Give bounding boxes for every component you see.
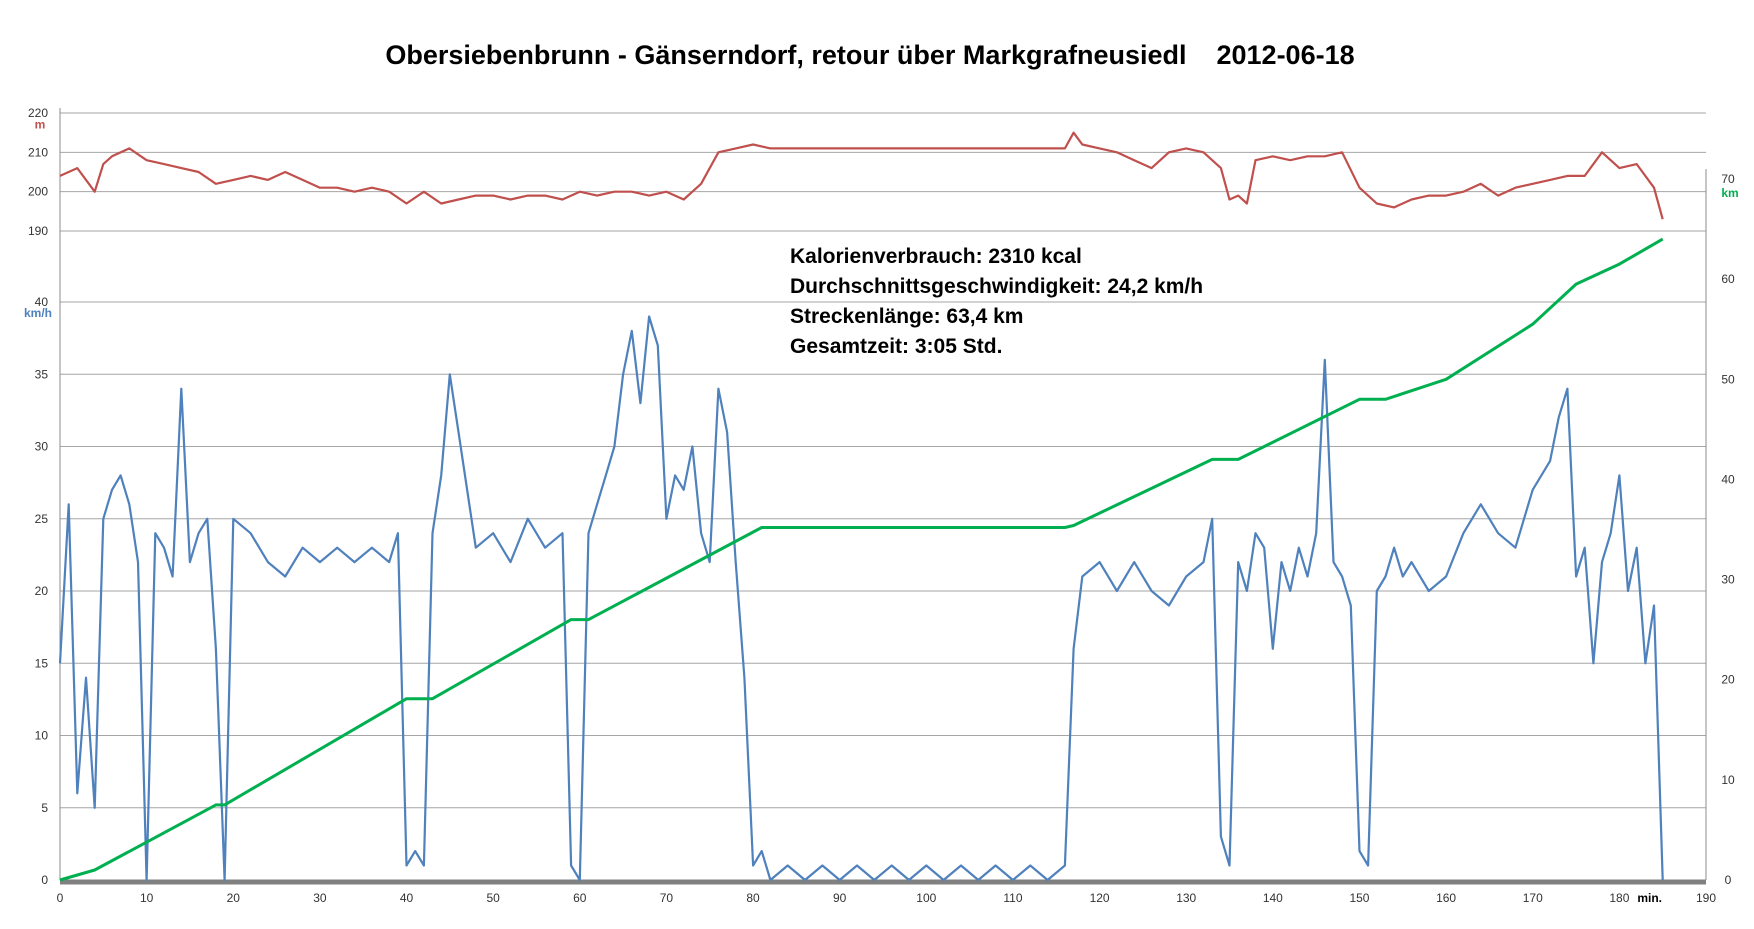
distance-axis-unit: km — [1721, 186, 1738, 200]
distance-tick-label: 10 — [1721, 773, 1735, 787]
x-tick-label: 160 — [1436, 891, 1456, 905]
x-tick-label: 130 — [1176, 891, 1196, 905]
distance-tick-label: 70 — [1721, 172, 1735, 186]
x-tick-label: 40 — [400, 891, 414, 905]
grid-lines — [60, 112, 1706, 809]
x-tick-label: 110 — [1003, 891, 1022, 905]
chart-title: Obersiebenbrunn - Gänserndorf, retour üb… — [385, 40, 1354, 70]
speed-tick-label: 25 — [35, 512, 49, 526]
speed-tick-label: 30 — [35, 440, 49, 454]
speed-tick-label: 15 — [35, 656, 49, 670]
speed-tick-label: 10 — [35, 729, 49, 743]
stats-line: Durchschnittsgeschwindigkeit: 24,2 km/h — [790, 275, 1203, 298]
x-tick-label: 140 — [1263, 891, 1283, 905]
distance-tick-label: 30 — [1721, 573, 1735, 587]
speed-tick-label: 40 — [35, 295, 49, 309]
stats-line: Gesamtzeit: 3:05 Std. — [790, 335, 1002, 358]
distance-tick-label: 0 — [1725, 873, 1732, 887]
x-tick-label: 30 — [313, 891, 327, 905]
speed-tick-label: 5 — [41, 801, 48, 815]
speed-series-line — [58, 315, 1664, 882]
elevation-tick-label: 200 — [28, 185, 48, 199]
stats-line: Kalorienverbrauch: 2310 kcal — [790, 245, 1082, 268]
x-tick-label: 60 — [573, 891, 587, 905]
x-tick-label: 0 — [57, 891, 64, 905]
distance-tick-label: 50 — [1721, 372, 1735, 386]
stats-annotation: Kalorienverbrauch: 2310 kcal Durchschnitt… — [790, 245, 1203, 358]
x-tick-label: 80 — [746, 891, 760, 905]
speed-tick-label: 0 — [41, 873, 48, 887]
stats-line: Streckenlänge: 63,4 km — [790, 305, 1023, 328]
x-tick-label: 20 — [227, 891, 241, 905]
x-tick-label: 150 — [1349, 891, 1369, 905]
x-tick-label: 170 — [1523, 891, 1543, 905]
distance-series-line — [59, 237, 1664, 882]
elevation-tick-label: 210 — [28, 145, 48, 159]
tick-labels: 0510152025303540190200210220010203040506… — [24, 106, 1739, 905]
elevation-tick-label: 220 — [28, 106, 48, 120]
distance-tick-label: 60 — [1721, 272, 1735, 286]
distance-tick-label: 20 — [1721, 673, 1735, 687]
x-tick-label: 120 — [1090, 891, 1110, 905]
x-axis-unit: min. — [1637, 891, 1662, 905]
elevation-series-line — [59, 131, 1664, 220]
x-tick-label: 70 — [660, 891, 674, 905]
x-tick-label: 90 — [833, 891, 847, 905]
speed-tick-label: 20 — [35, 584, 49, 598]
elevation-tick-label: 190 — [28, 224, 48, 238]
x-tick-label: 10 — [140, 891, 154, 905]
x-tick-label: 180 — [1609, 891, 1629, 905]
x-tick-label: 50 — [486, 891, 500, 905]
speed-tick-label: 35 — [35, 367, 49, 381]
x-tick-label: 100 — [916, 891, 936, 905]
distance-tick-label: 40 — [1721, 472, 1735, 486]
axes — [59, 108, 1707, 885]
x-tick-label: 190 — [1696, 891, 1716, 905]
speed-axis-unit: km/h — [24, 306, 52, 320]
elevation-axis-unit: m — [35, 117, 46, 131]
series — [58, 131, 1664, 882]
